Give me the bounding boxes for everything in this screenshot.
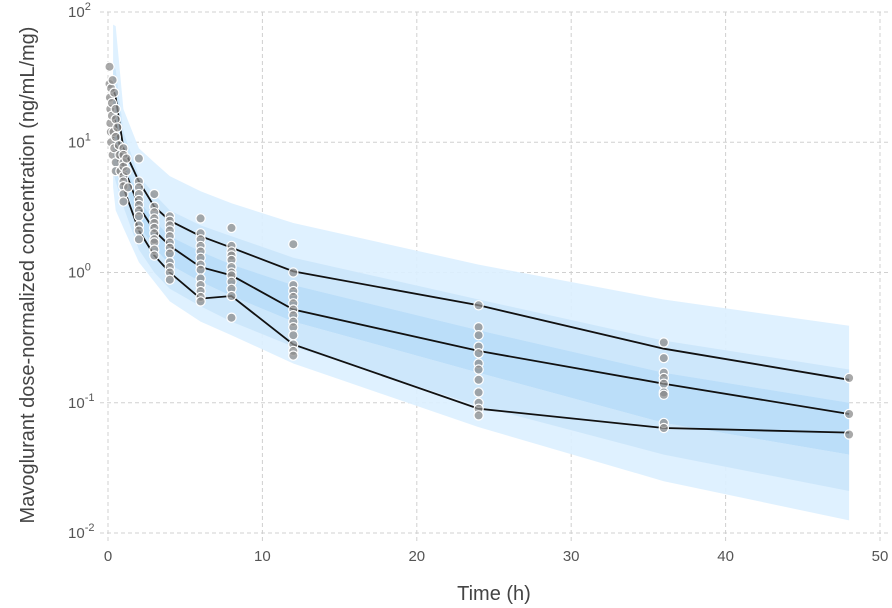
y-tick-label: 100 (68, 262, 91, 282)
observation-point (164, 274, 175, 285)
observation-point (110, 103, 121, 115)
x-tick-label: 40 (717, 548, 734, 565)
observation-point (195, 213, 206, 224)
observation-point (473, 300, 484, 311)
observation-point (288, 330, 299, 341)
observation-point (108, 87, 120, 98)
observation-point (112, 122, 123, 133)
observation-point (226, 312, 237, 323)
x-tick-label: 20 (408, 548, 425, 565)
observation-point (104, 61, 115, 72)
observation-point (658, 352, 670, 364)
observation-point (473, 364, 484, 375)
x-axis-title: Time (h) (457, 583, 531, 605)
observation-point (121, 165, 132, 177)
observation-point (473, 348, 484, 359)
x-tick-label: 10 (254, 548, 271, 565)
y-axis-ticks: 10-2 10-1 100 101 102 (68, 1, 94, 542)
observation-point (658, 378, 670, 389)
percentile-line-1 (112, 87, 850, 381)
observation-point (658, 389, 670, 400)
observation-point (122, 182, 134, 193)
observation-point (195, 264, 206, 275)
x-tick-label: 0 (104, 548, 112, 565)
x-tick-label: 30 (563, 548, 580, 565)
observation-point (149, 188, 160, 200)
y-axis-title: Mavoglurant dose-normalized concentratio… (17, 27, 39, 524)
observation-point (195, 296, 206, 307)
y-tick-label: 102 (68, 1, 91, 21)
observation-point (118, 196, 129, 207)
observation-point (133, 225, 145, 236)
observation-point (843, 372, 855, 384)
y-tick-label: 101 (68, 131, 91, 151)
observation-point (107, 74, 118, 86)
band-upper-pi (113, 63, 850, 403)
observation-point (164, 248, 175, 259)
observation-point (226, 290, 237, 302)
observation-point (288, 350, 299, 361)
observation-point (473, 410, 484, 421)
observation-point (843, 429, 855, 440)
observation-point (473, 330, 484, 341)
observation-point (226, 222, 237, 234)
observation-point (288, 267, 299, 278)
observation-point (133, 153, 145, 164)
y-tick-label: 10-1 (68, 392, 94, 412)
observation-point (133, 234, 145, 245)
observation-point (658, 422, 670, 434)
observation-point (658, 337, 670, 348)
observation-point (288, 238, 299, 250)
band-lower-pi (113, 142, 850, 492)
observation-point (473, 387, 484, 398)
observation-point (149, 250, 160, 261)
observation-point (473, 374, 484, 385)
observed-points (104, 61, 855, 440)
observation-point (121, 153, 132, 164)
x-axis-ticks: 0 10 20 30 40 50 (104, 548, 889, 565)
observation-point (843, 408, 855, 420)
x-tick-label: 50 (872, 548, 889, 565)
observation-point (133, 211, 145, 222)
band-median-pi (113, 97, 850, 455)
y-tick-label: 10-2 (68, 522, 94, 542)
